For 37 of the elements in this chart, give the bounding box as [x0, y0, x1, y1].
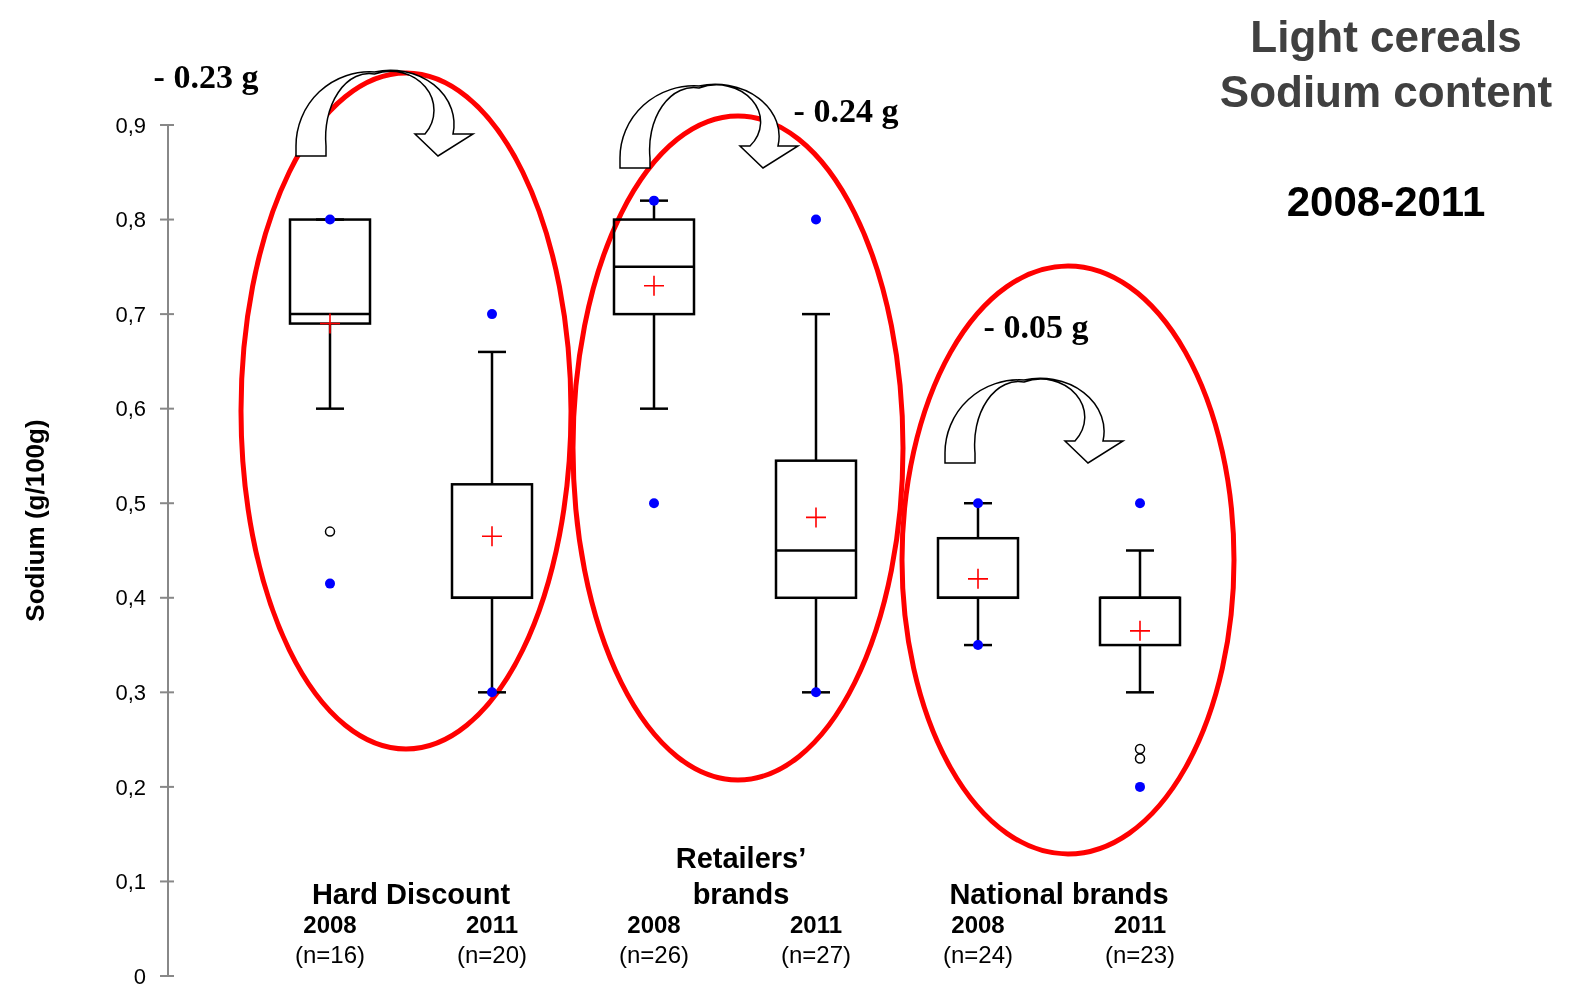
- point: [1135, 781, 1145, 792]
- point: [649, 195, 659, 206]
- point: [487, 309, 497, 320]
- point: [973, 640, 983, 651]
- x-tick-label: 2008 (n=26): [618, 911, 690, 968]
- point: [811, 214, 821, 225]
- x-tick-label: 2011 (n=27): [780, 911, 852, 968]
- point: [487, 687, 497, 698]
- y-tick-label: 0,2: [115, 774, 146, 800]
- annotation: - 0.05 g: [983, 308, 1089, 345]
- annotation: - 0.24 g: [793, 92, 899, 129]
- y-axis-title: Sodium (g/100g): [20, 419, 50, 622]
- x-tick-label: 2008 (n=16): [294, 911, 366, 968]
- point: [973, 498, 983, 509]
- y-tick-label: 0,8: [115, 207, 146, 233]
- y-tick-label: 0,4: [115, 585, 146, 611]
- y-tick-label: 0,1: [115, 869, 146, 895]
- x-tick-label: 2011 (n=23): [1104, 911, 1176, 968]
- annotation: Retailers’ brands: [675, 842, 807, 910]
- point: [811, 687, 821, 698]
- x-tick-label: 2011 (n=20): [456, 911, 528, 968]
- point: [325, 578, 335, 589]
- point: [649, 498, 659, 509]
- y-tick-label: 0,7: [115, 301, 146, 327]
- y-tick-label: 0,5: [115, 490, 146, 516]
- text: Light cereals Sodium content: [1219, 12, 1553, 116]
- annotation: National brands: [949, 878, 1169, 910]
- y-tick-label: 0,9: [115, 112, 146, 138]
- y-tick-label: 0: [133, 963, 146, 989]
- x-tick-label: 2008 (n=24): [942, 911, 1014, 968]
- y-tick-label: 0,3: [115, 680, 146, 706]
- annotation: Hard Discount: [311, 878, 511, 910]
- y-tick-label: 0,6: [115, 396, 146, 422]
- point: [1135, 498, 1145, 509]
- point: [325, 214, 335, 225]
- text: 2008-2011: [1286, 178, 1486, 225]
- text: - 0.23 g: [153, 58, 259, 95]
